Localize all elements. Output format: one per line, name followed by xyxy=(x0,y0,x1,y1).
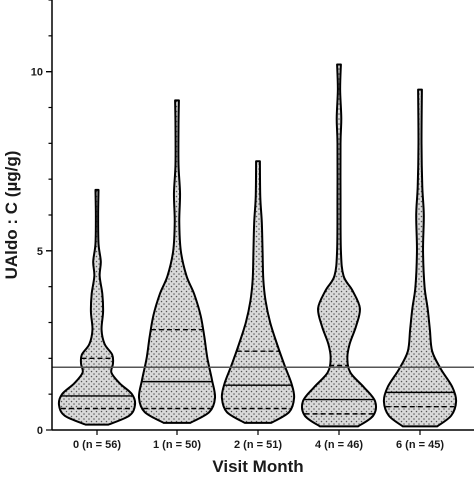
violin-body xyxy=(220,160,296,424)
y-axis-title: UAldo : C (µg/g) xyxy=(2,151,21,280)
x-tick-label: 1 (n = 50) xyxy=(153,439,201,451)
x-tick-label: 6 (n = 45) xyxy=(396,439,444,451)
x-tick-label: 0 (n = 56) xyxy=(73,439,121,451)
y-tick-label: 0 xyxy=(37,425,43,437)
x-tick-label: 4 (n = 46) xyxy=(315,439,363,451)
x-tick-label: 2 (n = 51) xyxy=(234,439,282,451)
violin-body xyxy=(382,88,458,428)
violin-body xyxy=(57,188,137,426)
y-tick-label: 5 xyxy=(37,246,43,258)
axes-layer: 0 5 10 0 (n = 56) 1 (n = 50) 2 (n = 51) 4 (n =… xyxy=(31,0,474,451)
x-axis-title: Visit Month xyxy=(212,457,303,476)
violin-layer xyxy=(57,63,458,428)
violin-body xyxy=(137,99,217,424)
y-tick-label: 10 xyxy=(31,67,43,79)
violin-body xyxy=(301,63,377,428)
